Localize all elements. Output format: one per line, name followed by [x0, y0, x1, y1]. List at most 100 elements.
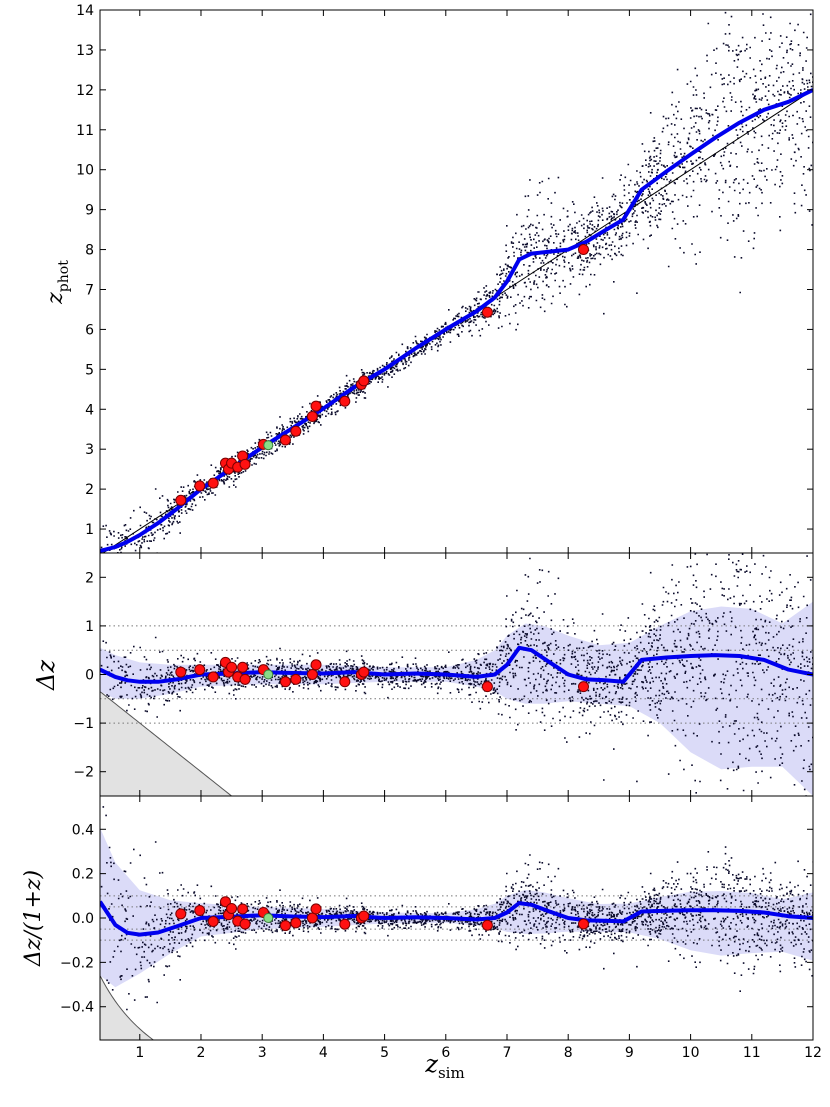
x-tick-label: 10 [682, 1045, 700, 1061]
y-tick-label: 3 [85, 442, 94, 458]
highlighted-source-point [194, 905, 206, 917]
highlighted-source-point [279, 920, 291, 932]
y-tick-label: 4 [85, 402, 94, 418]
highlighted-source-point [310, 903, 322, 915]
ylabel-top-main: z [43, 292, 68, 305]
highlighted-source-point [175, 494, 187, 506]
highlighted-source-point [219, 896, 231, 908]
highlighted-source-point [279, 434, 291, 446]
x-axis-label: zsim [424, 1050, 464, 1082]
highlighted-source-point [175, 908, 187, 920]
y-tick-label: 0.4 [72, 822, 94, 838]
panel-delta-z-normalized: −0.4 −0.2 0.0 0.2 0.4 Δz/(1+z) [21, 795, 814, 1041]
highlighted-source-point [306, 669, 318, 680]
highlighted-source-point [237, 903, 249, 915]
x-tick-label: 8 [564, 1045, 573, 1061]
highlighted-source-point [194, 480, 206, 492]
x-tick-label: 2 [197, 1045, 206, 1061]
highlighted-source-point [239, 458, 251, 470]
y-tick-label: 5 [85, 362, 94, 378]
highlighted-source-point [481, 919, 493, 931]
highlighted-source-point [310, 659, 322, 671]
highlighted-source-point [358, 910, 370, 922]
y-tick-label: 14 [76, 3, 94, 19]
y-tick-label: 2 [85, 482, 94, 498]
scatter-band [100, 601, 813, 796]
y-tick-label: 13 [76, 43, 94, 59]
x-tick-label: 7 [503, 1045, 512, 1061]
highlighted-source-point [207, 671, 219, 683]
y-tick-label: −2 [73, 765, 94, 781]
highlighted-source-point [239, 918, 251, 930]
highlighted-source-point [226, 902, 238, 914]
highlighted-source-point [481, 681, 493, 693]
y-tick-label: 10 [76, 163, 94, 179]
panel-delta-z: −2 −1 0 1 2 Δz [32, 552, 814, 797]
highlighted-source-point [358, 375, 370, 387]
y-tick-label: 0.0 [72, 911, 94, 927]
y-tick-label: −0.4 [60, 1000, 94, 1016]
y-tick-label: 9 [85, 203, 94, 219]
y-tick-label: 0 [85, 668, 94, 684]
highlighted-source-point [279, 676, 291, 688]
highlighted-source-point [358, 666, 370, 678]
xlabel-sub: sim [438, 1064, 465, 1082]
y-tick-label: 0.2 [72, 867, 94, 883]
y-tick-label: 11 [76, 123, 94, 139]
highlighted-source-point [577, 244, 589, 256]
highlighted-source-point [577, 681, 589, 693]
highlighted-source-point [239, 673, 251, 685]
y-axis-label-top: zphot [43, 260, 72, 305]
forbidden-region [100, 975, 294, 1040]
highlighted-source-point [310, 400, 322, 412]
x-tick-label: 12 [804, 1045, 822, 1061]
y-tick-label: −1 [73, 716, 94, 732]
highlighted-source-point [290, 917, 302, 929]
highlighted-source-point [577, 918, 589, 930]
green-source-point [263, 669, 274, 680]
highlighted-source-point [290, 425, 302, 437]
green-source-point [263, 913, 274, 923]
y-axis-label-mid: Δz [32, 660, 60, 691]
x-tick-label: 1 [135, 1045, 144, 1061]
highlighted-source-point [306, 912, 318, 924]
ylabel-top-sub: phot [56, 260, 72, 292]
highlighted-source-point [481, 306, 493, 318]
x-tick-label: 4 [319, 1045, 328, 1061]
highlighted-source-point [226, 661, 238, 673]
y-axis-label-bot: Δz/(1+z) [21, 870, 46, 967]
y-tick-label: 2 [85, 570, 94, 586]
highlighted-source-point [306, 410, 318, 422]
highlighted-source-point [237, 661, 249, 673]
median-curve [100, 900, 813, 937]
highlighted-source-point [207, 915, 219, 927]
highlighted-source-point [339, 918, 351, 930]
y-tick-label: 1 [85, 619, 94, 635]
highlighted-source-point [175, 666, 187, 678]
x-tick-label: 6 [441, 1045, 450, 1061]
y-tick-label: 1 [85, 522, 94, 538]
panel-frame [99, 9, 814, 554]
y-tick-label: 7 [85, 282, 94, 298]
highlighted-source-point [339, 395, 351, 407]
highlighted-source-point [339, 676, 351, 688]
y-tick-label: 8 [85, 243, 94, 259]
forbidden-region [100, 690, 294, 796]
x-tick-label: 5 [380, 1045, 389, 1061]
highlighted-source-point [207, 477, 219, 489]
green-source-point [263, 440, 274, 451]
xlabel-main: z [424, 1050, 438, 1078]
x-tick-label: 3 [258, 1045, 267, 1061]
y-tick-label: 12 [76, 83, 94, 99]
x-tick-label: 9 [625, 1045, 634, 1061]
highlighted-source-point [194, 664, 206, 676]
y-tick-label: 6 [85, 322, 94, 338]
x-tick-label: 11 [743, 1045, 761, 1061]
y-tick-label: −0.2 [60, 955, 94, 971]
highlighted-source-point [290, 673, 302, 685]
median-curve [100, 645, 813, 684]
scatter-band [100, 827, 813, 988]
x-axis: 1 2 3 4 5 6 7 8 9 10 11 12 [135, 10, 822, 1061]
